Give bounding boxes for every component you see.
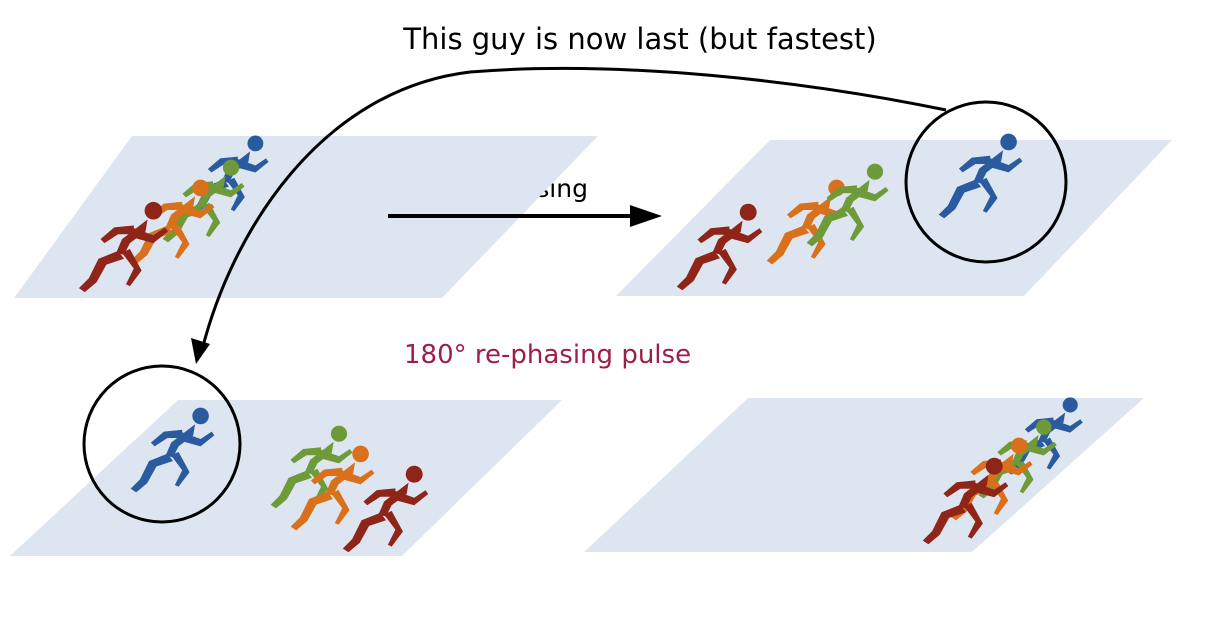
track-panel-after-pulse — [10, 400, 562, 556]
dephasing-arrowhead — [630, 205, 662, 227]
track-panel-rephased — [584, 398, 1144, 552]
rephasing-pulse-label: 180° re-phasing pulse — [404, 340, 692, 370]
top-annotation-label: This guy is now last (but fastest) — [403, 22, 877, 56]
curved-arrow — [200, 66, 947, 351]
track-panel-dephased — [616, 140, 1172, 296]
track-panel-start — [14, 136, 598, 298]
highlight-circle-dephased — [904, 100, 1068, 264]
curved-arrowhead — [191, 338, 210, 364]
highlight-circle-after-pulse — [82, 364, 242, 524]
